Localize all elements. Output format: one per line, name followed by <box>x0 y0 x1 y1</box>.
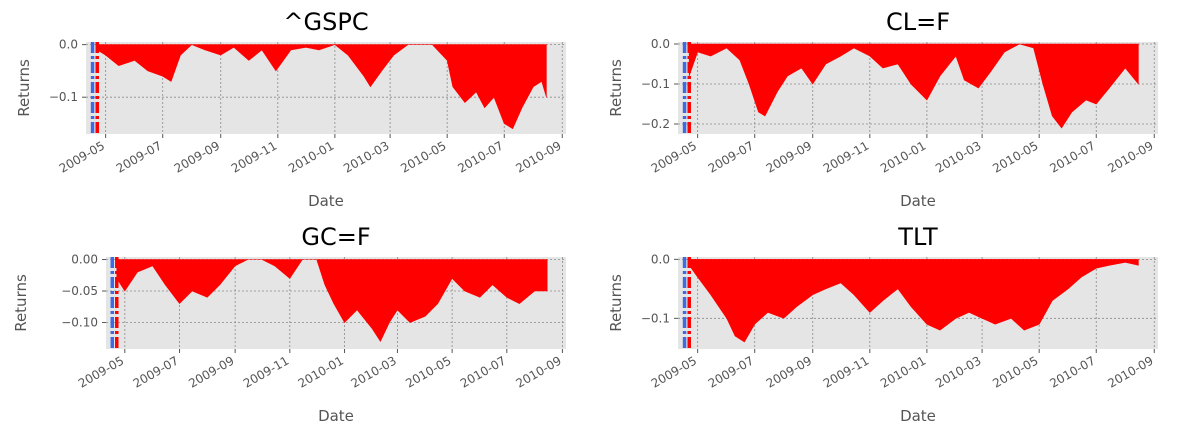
x-tick-label: 2009-09 <box>186 353 236 390</box>
x-tick-label: 2009-07 <box>131 353 181 390</box>
x-tick-label: 2009-07 <box>706 138 756 175</box>
y-axis-label: Returns <box>15 59 33 117</box>
y-tick-label: 0.0 <box>59 38 78 52</box>
x-tick-label: 2010-07 <box>458 353 508 390</box>
drawdown-area <box>688 259 1139 343</box>
x-tick-label: 2010-07 <box>1047 138 1097 175</box>
drawdown-area <box>116 259 548 343</box>
subplot-3: 2009-05 2009-07 2009-09 2009-11 2010-01 2010-… <box>607 223 1158 425</box>
x-tick-label: 2009-05 <box>76 353 126 390</box>
x-tick-label: 2009-05 <box>649 138 699 175</box>
x-tick-label: 2009-07 <box>706 353 756 390</box>
x-tick-label: 2010-01 <box>878 353 928 390</box>
x-tick-label: 2009-11 <box>241 353 291 390</box>
subplot-1: 2009-05 2009-07 2009-09 2009-11 2010-01 2010-… <box>607 8 1158 210</box>
y-axis-label: Returns <box>607 59 625 117</box>
chart-title: TLT <box>897 223 938 251</box>
drawdown-area <box>688 43 1139 129</box>
y-tick-label: −0.1 <box>641 77 670 91</box>
x-tick-label: 2009-11 <box>229 138 279 175</box>
x-tick-label: 2009-09 <box>764 138 814 175</box>
x-tick-label: 2009-05 <box>57 138 107 175</box>
x-axis-label: Date <box>900 192 936 210</box>
x-tick-label: 2010-09 <box>513 138 563 175</box>
y-axis-label: Returns <box>607 274 625 332</box>
x-tick-label: 2010-09 <box>513 353 563 390</box>
x-axis-label: Date <box>318 407 354 425</box>
x-tick-label: 2010-03 <box>933 138 983 175</box>
y-axis-label: Returns <box>12 274 30 332</box>
y-tick-label: −0.10 <box>61 316 98 330</box>
x-axis-label: Date <box>900 407 936 425</box>
drawdown-area <box>96 44 547 130</box>
chart-title: ^GSPC <box>283 8 368 36</box>
x-tick-label: 2010-03 <box>933 353 983 390</box>
y-tick-label: 0.00 <box>71 253 98 267</box>
subplot-2: 2009-05 2009-07 2009-09 2009-11 2010-01 2010-… <box>12 223 566 425</box>
chart-title: GC=F <box>301 223 370 251</box>
x-tick-label: 2009-09 <box>764 353 814 390</box>
x-tick-label: 2009-05 <box>649 353 699 390</box>
x-tick-label: 2010-01 <box>286 138 336 175</box>
y-tick-label: 0.0 <box>651 252 670 266</box>
y-tick-label: 0.0 <box>651 37 670 51</box>
x-tick-label: 2009-07 <box>114 138 164 175</box>
x-tick-label: 2010-09 <box>1105 138 1155 175</box>
x-tick-label: 2010-05 <box>398 138 448 175</box>
x-tick-label: 2010-03 <box>348 353 398 390</box>
x-axis-label: Date <box>308 192 344 210</box>
x-tick-label: 2010-03 <box>341 138 391 175</box>
y-tick-label: −0.05 <box>61 284 98 298</box>
x-tick-label: 2010-07 <box>1047 353 1097 390</box>
y-tick-label: −0.2 <box>641 117 670 131</box>
x-tick-label: 2010-05 <box>990 138 1040 175</box>
x-tick-label: 2010-05 <box>403 353 453 390</box>
subplot-0: 2009-05 2009-07 2009-09 2009-11 2010-01 2010-… <box>15 8 566 210</box>
x-tick-label: 2009-09 <box>172 138 222 175</box>
y-tick-label: −0.1 <box>641 311 670 325</box>
chart-title: CL=F <box>886 8 950 36</box>
y-tick-label: −0.1 <box>49 90 78 104</box>
x-tick-label: 2009-11 <box>821 353 871 390</box>
x-tick-label: 2009-11 <box>821 138 871 175</box>
x-tick-label: 2010-01 <box>878 138 928 175</box>
x-tick-label: 2010-05 <box>990 353 1040 390</box>
x-tick-label: 2010-09 <box>1105 353 1155 390</box>
x-tick-label: 2010-01 <box>296 353 346 390</box>
x-tick-label: 2010-07 <box>455 138 505 175</box>
